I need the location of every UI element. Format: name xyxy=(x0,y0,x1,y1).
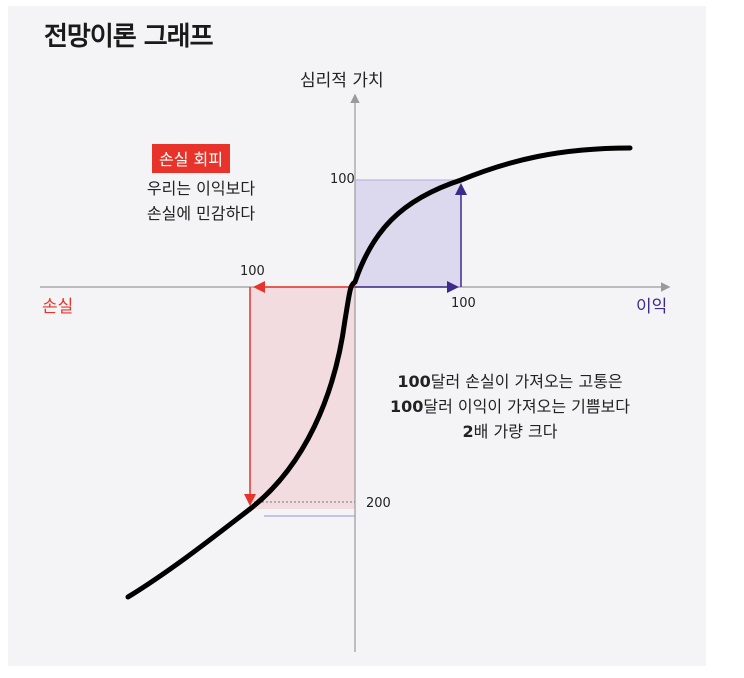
comparison-line2-number: 100 xyxy=(389,397,424,416)
tick-x-minus-100: 100 xyxy=(240,264,265,279)
loss-aversion-badge: 손실 회피 xyxy=(152,144,230,173)
graph-panel xyxy=(8,6,706,666)
value-curve xyxy=(125,145,633,600)
page-title: 전망이론 그래프 xyxy=(44,22,213,52)
comparison-line3: 2배 가량 크다 xyxy=(350,418,670,442)
comparison-line2: 100달러 이익이 가져오는 기쁨보다 xyxy=(350,393,670,417)
loss-region xyxy=(250,287,355,509)
comparison-line2-text: 달러 이익이 가져오는 기쁨보다 xyxy=(423,397,631,416)
x-axis-loss-label: 손실 xyxy=(42,297,74,317)
tick-x-plus-100: 100 xyxy=(451,296,476,311)
comparison-line1: 100달러 손실이 가져오는 고통은 xyxy=(350,368,670,392)
tick-y-plus-100: 100 xyxy=(330,172,355,187)
tick-y-minus-200: 200 xyxy=(366,496,391,511)
loss-aversion-text-line1: 우리는 이익보다 xyxy=(146,179,256,198)
comparison-line1-number: 100 xyxy=(397,372,431,391)
comparison-line3-number: 2 xyxy=(462,422,474,441)
y-axis-label: 심리적 가치 xyxy=(300,71,384,91)
loss-aversion-text-line2: 손실에 민감하다 xyxy=(146,204,256,223)
comparison-line3-text: 배 가량 크다 xyxy=(473,422,558,441)
x-axis-gain-label: 이익 xyxy=(636,297,668,317)
comparison-line1-text: 달러 손실이 가져오는 고통은 xyxy=(430,372,623,391)
gain-region xyxy=(355,180,461,287)
